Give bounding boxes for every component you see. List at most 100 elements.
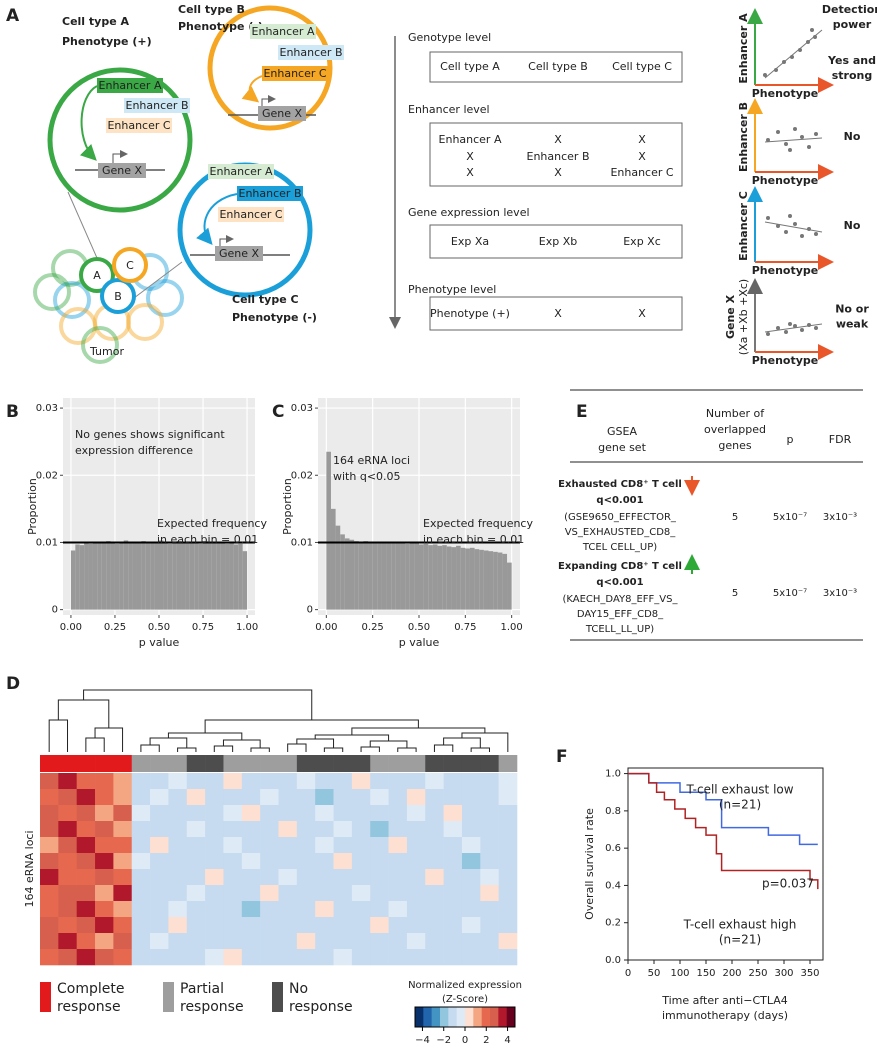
heatmap-cell [315,901,334,918]
dendrogram [397,747,417,752]
heatmap-cell [58,885,77,902]
level-cell: Enhancer C [610,166,673,179]
level-cell: Exp Xc [623,235,661,248]
heatmap-cell [260,821,279,838]
heatmap-cell [351,821,371,838]
heatmap-cell [370,789,389,806]
bar [354,541,359,610]
bar [75,544,80,610]
legend-swatch [163,982,174,1012]
heatmap-cell [443,933,463,950]
heatmap-cell [241,949,261,966]
bar [136,541,142,610]
bar [497,552,503,610]
table-header: overlapped [704,423,766,436]
heatmap-cell [425,789,444,806]
dendrogram [443,737,481,748]
level-title: Genotype level [408,31,491,44]
heatmap-cell [150,901,169,918]
heatmap-cell [260,837,279,854]
heatmap-cell [480,853,499,870]
heatmap-cell [443,853,463,870]
bar [198,543,204,610]
dot [766,216,770,220]
x-label: p value [139,636,180,649]
bar [128,542,133,610]
legend-label: No [289,981,308,997]
heatmap-cell [150,853,169,870]
table-header: gene set [598,441,646,454]
heatmap-cell [333,853,353,870]
x-tick-label: 1.00 [236,622,258,633]
dot [784,142,788,146]
heatmap-cell [58,933,77,950]
tumor-cell [81,326,119,364]
heatmap-cell [461,805,481,822]
bar [172,541,177,610]
column-annotation [333,755,353,772]
result: No [844,130,861,143]
x-tick-label: 0.25 [104,622,126,633]
heatmap-cell [168,917,188,934]
heatmap-cell [186,853,206,870]
legend-label: T-cell exhaust high [683,918,797,932]
heatmap-cell [388,869,408,886]
dot [814,326,818,330]
heatmap-cell [95,789,114,806]
heatmap-cell [388,789,408,806]
heatmap-cell [370,837,389,854]
heatmap-cell [131,821,151,838]
legend-label: response [57,999,121,1015]
label-box [208,164,274,179]
heatmap-cell [113,789,133,806]
gene-set-q: q<0.001 [596,577,643,588]
heatmap-cell [480,773,499,790]
label-box [258,106,306,121]
heatmap-cell [388,885,408,902]
p-value: 5x10⁻⁷ [773,512,807,523]
level-cell: X [554,307,562,320]
bar [395,543,401,610]
legend-label: response [180,999,244,1015]
heatmap-cell [186,949,206,966]
column-annotation [351,755,371,772]
heatmap-cell [425,805,444,822]
tumor-cell [33,273,71,311]
x-label: Time after anti−CTLA4 [661,994,788,1007]
legend-label: (n=21) [719,933,761,947]
dendrogram [140,744,160,752]
level-cell: Phenotype (+) [430,307,510,320]
level-cell: X [554,166,562,179]
heatmap-cell [406,821,426,838]
heatmap-cell [95,869,114,886]
label-box [98,163,146,178]
heatmap-cell [443,917,463,934]
gene-set-name: (GSE9650_EFFECTOR_ [564,512,677,523]
bar [229,543,234,610]
heatmap-cell [278,821,298,838]
heatmap-cell [150,933,169,950]
heatmap-cell [186,901,206,918]
bar [92,541,98,610]
heatmap-cell [131,805,151,822]
dendrogram [287,743,307,752]
heatmap-cell [58,949,77,966]
overlap-count: 5 [732,512,738,523]
plot-header: power [833,18,872,31]
x-tick-label: 0.00 [60,622,82,633]
bar [391,541,396,610]
cell-name: Cell type A [62,15,129,28]
bar [474,549,480,610]
heatmap-cell [205,821,224,838]
dendrogram [351,727,486,735]
dot [788,214,792,218]
heatmap-cell [113,901,133,918]
level-title: Enhancer level [408,103,490,116]
dot [800,135,804,139]
x-tick-label: 0.75 [192,622,214,633]
heatmap-cell [388,917,408,934]
dendrogram [360,746,380,752]
dot [807,145,811,149]
x-label: Phenotype [752,354,819,367]
x-label: Phenotype [752,87,819,100]
